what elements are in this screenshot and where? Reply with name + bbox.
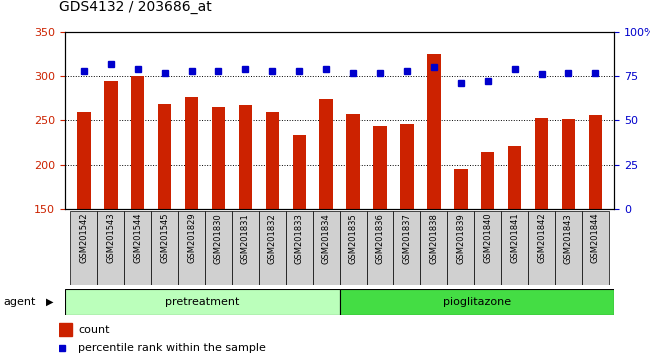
Text: percentile rank within the sample: percentile rank within the sample — [78, 343, 266, 353]
Bar — [239, 105, 252, 209]
Bar — [393, 211, 421, 285]
Bar — [589, 115, 602, 209]
Bar — [77, 112, 90, 209]
Text: agent: agent — [3, 297, 36, 307]
Text: count: count — [78, 325, 109, 335]
Text: GSM201836: GSM201836 — [376, 213, 385, 264]
Bar — [232, 211, 259, 285]
Text: GSM201543: GSM201543 — [106, 213, 115, 263]
Text: GSM201835: GSM201835 — [348, 213, 358, 264]
Text: GSM201842: GSM201842 — [537, 213, 546, 263]
Text: pretreatment: pretreatment — [165, 297, 239, 307]
Bar — [313, 211, 340, 285]
Bar — [481, 152, 495, 209]
Bar — [178, 211, 205, 285]
Bar — [340, 211, 367, 285]
Bar — [346, 114, 360, 209]
Bar — [98, 211, 124, 285]
Bar — [427, 54, 441, 209]
Bar — [454, 169, 467, 209]
Bar — [508, 146, 521, 209]
Bar — [205, 211, 232, 285]
Bar — [501, 211, 528, 285]
Text: GSM201832: GSM201832 — [268, 213, 277, 264]
Text: GSM201830: GSM201830 — [214, 213, 223, 264]
Text: GSM201545: GSM201545 — [160, 213, 169, 263]
Text: ▶: ▶ — [46, 297, 53, 307]
Bar — [339, 289, 614, 315]
Bar — [158, 104, 172, 209]
Bar — [124, 211, 151, 285]
Text: GSM201841: GSM201841 — [510, 213, 519, 263]
Text: GSM201844: GSM201844 — [591, 213, 600, 263]
Bar — [421, 211, 447, 285]
Bar — [582, 211, 609, 285]
Bar — [367, 211, 393, 285]
Bar — [535, 118, 549, 209]
Text: GSM201834: GSM201834 — [322, 213, 331, 264]
Bar — [58, 323, 72, 336]
Bar — [474, 211, 501, 285]
Bar — [65, 289, 339, 315]
Bar — [131, 76, 144, 209]
Text: GSM201838: GSM201838 — [430, 213, 438, 264]
Text: GSM201829: GSM201829 — [187, 213, 196, 263]
Bar — [212, 107, 225, 209]
Bar — [185, 97, 198, 209]
Bar — [151, 211, 178, 285]
Text: GSM201833: GSM201833 — [294, 213, 304, 264]
Bar — [259, 211, 286, 285]
Bar — [104, 81, 118, 209]
Text: pioglitazone: pioglitazone — [443, 297, 511, 307]
Bar — [373, 126, 387, 209]
Text: GDS4132 / 203686_at: GDS4132 / 203686_at — [58, 0, 211, 14]
Text: GSM201840: GSM201840 — [483, 213, 492, 263]
Bar — [266, 112, 279, 209]
Bar — [400, 124, 413, 209]
Text: GSM201831: GSM201831 — [241, 213, 250, 264]
Bar — [447, 211, 474, 285]
Bar — [528, 211, 555, 285]
Text: GSM201837: GSM201837 — [402, 213, 411, 264]
Text: GSM201839: GSM201839 — [456, 213, 465, 264]
Text: GSM201843: GSM201843 — [564, 213, 573, 264]
Bar — [292, 135, 306, 209]
Text: GSM201544: GSM201544 — [133, 213, 142, 263]
Bar — [286, 211, 313, 285]
Bar — [562, 120, 575, 209]
Text: GSM201542: GSM201542 — [79, 213, 88, 263]
Bar — [555, 211, 582, 285]
Bar — [70, 211, 98, 285]
Bar — [319, 99, 333, 209]
